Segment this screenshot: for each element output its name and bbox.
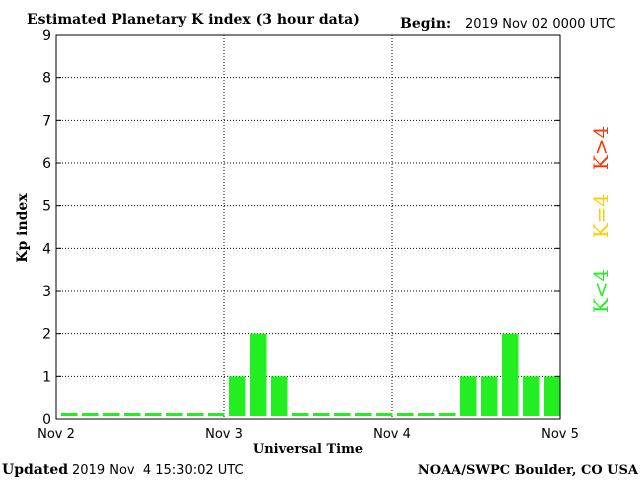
x-tick-label: Nov 4 bbox=[373, 427, 411, 442]
chart-title: Estimated Planetary K index (3 hour data… bbox=[27, 12, 360, 28]
bars-group bbox=[61, 333, 561, 416]
y-axis-label: Kp index bbox=[15, 193, 31, 263]
y-tick-label: 3 bbox=[42, 284, 51, 300]
kp-bar bbox=[376, 413, 393, 416]
kp-bar bbox=[397, 413, 414, 416]
kp-bar bbox=[124, 413, 141, 416]
x-tick-label: Nov 5 bbox=[541, 427, 579, 442]
y-tick-label: 7 bbox=[42, 113, 51, 129]
updated-value: 2019 Nov 4 15:30:02 UTC bbox=[72, 463, 244, 478]
y-tick-label: 1 bbox=[42, 369, 51, 385]
kp-bar bbox=[502, 333, 519, 416]
y-tick-label: 5 bbox=[42, 199, 51, 215]
legend-k-less-4: K<4 bbox=[589, 269, 613, 313]
x-tick-label: Nov 2 bbox=[37, 427, 75, 442]
begin-label: Begin: bbox=[400, 16, 451, 32]
kp-bar bbox=[166, 413, 183, 416]
kp-bar bbox=[145, 413, 162, 416]
y-tick-label: 4 bbox=[42, 241, 51, 257]
y-tick-label: 0 bbox=[42, 412, 51, 428]
kp-bar bbox=[313, 413, 330, 416]
kp-bar bbox=[82, 413, 99, 416]
x-axis-label: Universal Time bbox=[253, 442, 363, 457]
kp-bar bbox=[187, 413, 204, 416]
y-tick-label: 6 bbox=[42, 156, 51, 172]
kp-bar bbox=[439, 413, 456, 416]
y-tick-label: 8 bbox=[42, 71, 51, 87]
y-tick-label: 9 bbox=[42, 28, 51, 44]
kp-bar bbox=[271, 376, 288, 416]
kp-bar bbox=[103, 413, 120, 416]
kp-bar bbox=[523, 376, 540, 416]
credit: NOAA/SWPC Boulder, CO USA bbox=[418, 463, 639, 478]
x-tick-label: Nov 3 bbox=[205, 427, 243, 442]
kp-bar bbox=[229, 376, 246, 416]
kp-bar bbox=[250, 333, 267, 416]
begin-value: 2019 Nov 02 0000 UTC bbox=[465, 17, 615, 32]
y-tick-labels: 0 1 2 3 4 5 6 7 8 9 bbox=[42, 28, 560, 428]
plot-frame bbox=[55, 34, 561, 420]
kp-bar bbox=[61, 413, 78, 416]
grid-lines bbox=[56, 35, 560, 419]
updated-label: Updated bbox=[2, 462, 68, 478]
kp-bar bbox=[208, 413, 225, 416]
kp-bar bbox=[418, 413, 435, 416]
kp-bar bbox=[355, 413, 372, 416]
legend-k-greater-4: K>4 bbox=[589, 126, 613, 170]
x-tick-labels: Nov 2 Nov 3 Nov 4 Nov 5 bbox=[37, 427, 579, 442]
kp-bar bbox=[334, 413, 351, 416]
y-tick-label: 2 bbox=[42, 327, 51, 343]
legend-k-equal-4: K=4 bbox=[589, 194, 613, 238]
kp-bar bbox=[481, 376, 498, 416]
kp-bar bbox=[292, 413, 309, 416]
kp-bar bbox=[460, 376, 477, 416]
kp-bar bbox=[544, 376, 561, 416]
